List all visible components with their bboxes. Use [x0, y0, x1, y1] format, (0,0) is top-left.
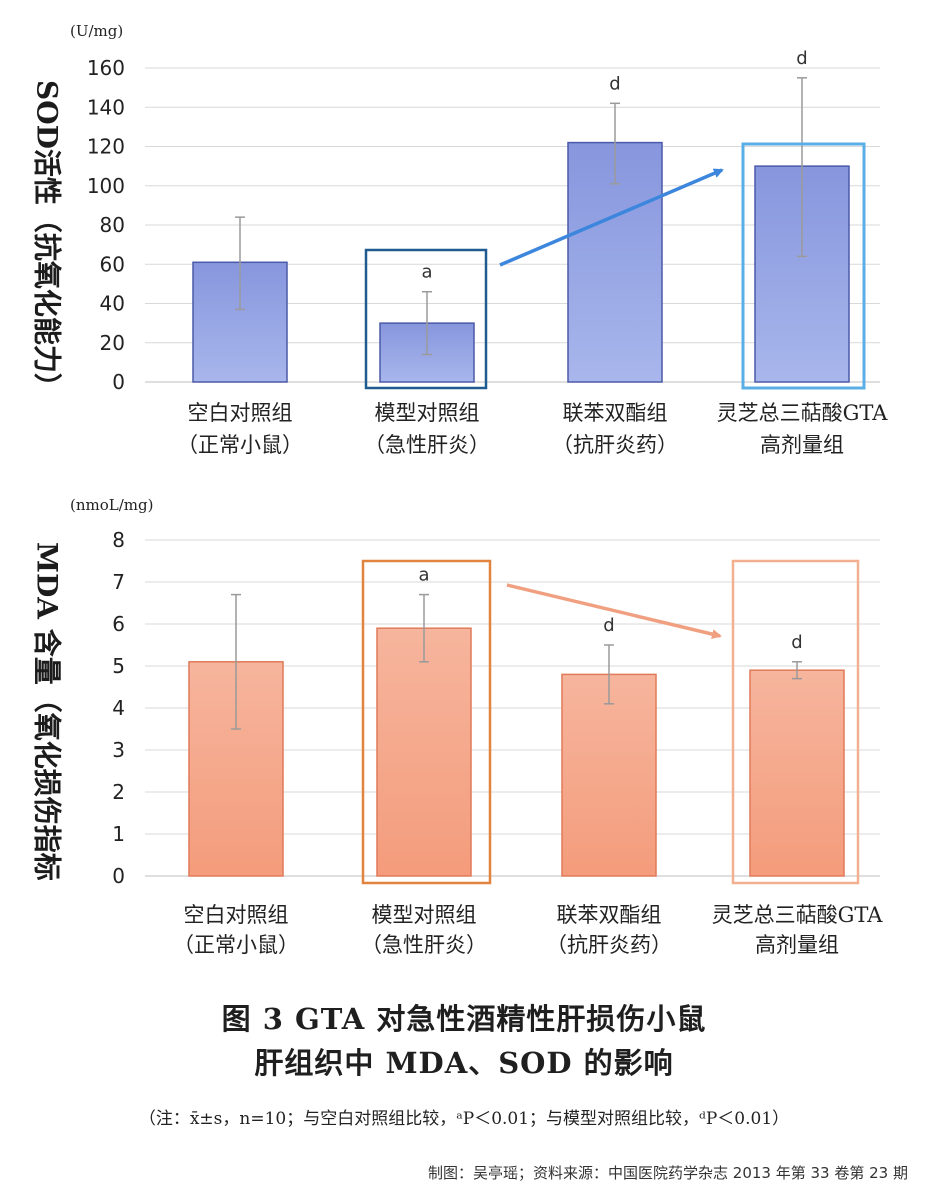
category-label: 模型对照组	[375, 401, 480, 425]
category-label: 灵芝总三萜酸GTA	[717, 401, 889, 425]
y-tick-label: 160	[87, 56, 125, 80]
figure-credit: 制图：吴亭瑶；资料来源：中国医院药学杂志 2013 年第 33 卷第 23 期	[428, 1162, 908, 1183]
category-label: 空白对照组	[188, 401, 293, 425]
bar	[562, 674, 656, 876]
y-tick-label: 2	[112, 780, 125, 804]
bar	[750, 670, 844, 876]
category-sublabel: 高剂量组	[760, 433, 844, 457]
sod-bar-chart: 0 20 40 60 80 100 120 140 160 (U/mg) SOD活性（抗氧化能力） 空…	[0, 0, 928, 480]
category-sublabel: （抗肝炎药）	[546, 933, 672, 957]
y-unit-label: (nmoL/mg)	[70, 496, 153, 514]
y-axis-title: MDA 含量（氧化损伤指标	[31, 542, 64, 881]
category-label: 联苯双酯组	[557, 903, 662, 927]
y-tick-label: 140	[87, 95, 125, 119]
y-tick-label: 7	[112, 570, 125, 594]
y-axis-title: SOD活性（抗氧化能力）	[31, 80, 64, 401]
significance-label: d	[796, 48, 807, 69]
category-sublabel: （抗肝炎药）	[552, 433, 678, 457]
figure-caption-line1: 图 3 GTA 对急性酒精性肝损伤小鼠	[0, 996, 928, 1038]
y-tick-label: 100	[87, 174, 125, 198]
significance-label: d	[791, 632, 802, 653]
y-tick-label: 1	[112, 822, 125, 846]
category-sublabel: （急性肝炎）	[361, 933, 487, 957]
category-sublabel: （急性肝炎）	[364, 433, 490, 457]
category-sublabel: （正常小鼠）	[177, 433, 303, 457]
significance-label: d	[609, 73, 620, 94]
figure-note: （注：x̄±s，n=10；与空白对照组比较，ᵃP＜0.01；与模型对照组比较，ᵈ…	[0, 1104, 928, 1129]
y-tick-label: 60	[100, 252, 125, 276]
bar	[377, 628, 471, 876]
y-tick-label: 6	[112, 612, 125, 636]
y-tick-label: 80	[100, 213, 125, 237]
y-tick-label: 8	[112, 528, 125, 552]
y-tick-label: 20	[100, 331, 125, 355]
category-label: 联苯双酯组	[563, 401, 668, 425]
y-tick-label: 40	[100, 292, 125, 316]
y-tick-label: 0	[112, 370, 125, 394]
category-label: 模型对照组	[372, 903, 477, 927]
y-tick-label: 4	[112, 696, 125, 720]
significance-label: a	[421, 262, 432, 283]
y-tick-label: 0	[112, 864, 125, 888]
y-tick-label: 5	[112, 654, 125, 678]
y-unit-label: (U/mg)	[70, 22, 123, 40]
significance-label: a	[418, 565, 429, 586]
category-sublabel: （正常小鼠）	[173, 933, 299, 957]
y-tick-label: 3	[112, 738, 125, 762]
category-sublabel: 高剂量组	[755, 933, 839, 957]
category-label: 空白对照组	[184, 903, 289, 927]
category-label: 灵芝总三萜酸GTA	[712, 903, 884, 927]
significance-label: d	[603, 615, 614, 636]
figure-caption-line2: 肝组织中 MDA、SOD 的影响	[0, 1040, 928, 1082]
y-tick-label: 120	[87, 135, 125, 159]
